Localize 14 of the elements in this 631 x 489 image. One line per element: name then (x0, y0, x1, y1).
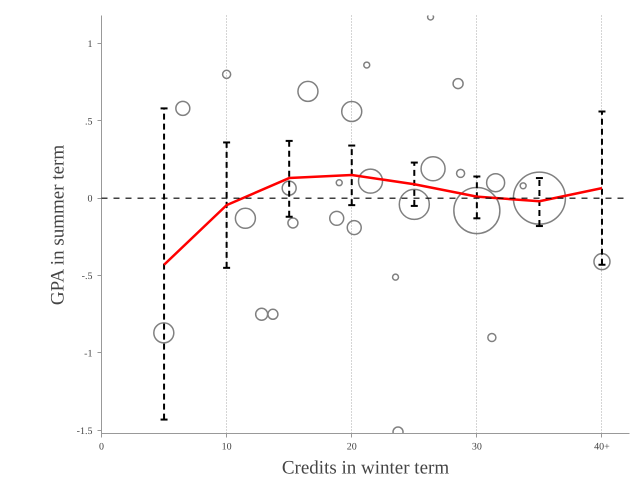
y-tick-label: 0 (88, 194, 92, 205)
x-tick-label: 0 (99, 442, 104, 452)
x-tick-label: 10 (222, 442, 232, 452)
y-axis-title: GPA in summer term (48, 144, 69, 306)
y-tick-label: -1 (84, 348, 93, 360)
x-tick-label: 30 (472, 442, 482, 452)
y-tick-label: 1 (88, 38, 92, 50)
line-series (162, 174, 604, 266)
y-tick-label: -1.5 (76, 426, 93, 437)
y-tick-label: -.5 (82, 271, 93, 282)
x-tick-label: 40+ (594, 442, 610, 452)
y-tick-label: .5 (85, 116, 92, 128)
x-axis-title: Credits in winter term (282, 458, 450, 478)
x-tick-label: 20 (346, 442, 357, 452)
